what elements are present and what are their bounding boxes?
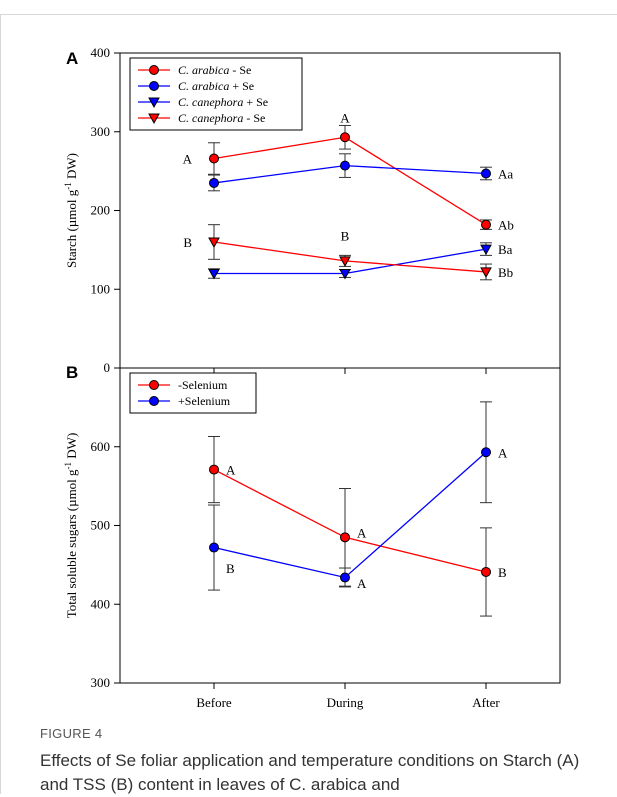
panel-b-annotation: B	[226, 561, 235, 576]
panel-b-label: B	[66, 363, 78, 382]
panel-b-data-point	[481, 566, 491, 577]
panel-a-data-point	[340, 160, 350, 171]
panel-a-data-point	[339, 269, 351, 280]
panel-b-data-point	[481, 447, 491, 458]
panel-a-data-point	[480, 267, 492, 278]
panel-b-ylabel: Total soluble sugars (µmol g-1 DW)	[63, 433, 79, 619]
panel-a-ytick-label: 200	[91, 203, 111, 218]
panel-a-annotation: Ba	[498, 242, 513, 257]
panel-a-annotation: B	[183, 235, 192, 250]
panel-a-ytick-label: 100	[91, 281, 111, 296]
panel-b-legend-marker	[149, 396, 159, 406]
panel-b-ytick-label: 500	[91, 518, 111, 533]
panel-a-legend-marker	[149, 65, 159, 75]
panel-b-annotation: B	[498, 565, 507, 580]
panel-a-legend-label: C. arabica + Se	[178, 79, 254, 93]
panel-a-ylabel: Starch (µmol g-1 DW)	[63, 153, 79, 268]
panel-b-frame	[119, 367, 561, 684]
panel-b-data-point	[340, 532, 350, 543]
panel-a-data-point	[339, 256, 351, 267]
panel-a-annotation: B	[341, 229, 350, 244]
panel-a-label: A	[66, 49, 78, 68]
panel-b-xtick-label: After	[472, 695, 500, 710]
figure-caption: FIGURE 4 Effects of Se foliar applicatio…	[40, 726, 600, 797]
panel-b-ytick-label: 300	[91, 675, 111, 690]
panel-b-xtick-label: During	[327, 695, 364, 710]
panel-a-data-point	[340, 132, 350, 143]
top-rule	[0, 14, 617, 15]
panel-a-data-point	[209, 153, 219, 164]
panel-b-legend-label: -Selenium	[178, 378, 228, 392]
figure-chart: 0 100 200 300 400 A Starch (µmol g-1 DW) A A Aa Ab…	[63, 45, 561, 710]
panel-a-legend-label: C. canephora - Se	[178, 111, 265, 125]
panel-a-annotation: Bb	[498, 265, 513, 280]
panel-a-series-line	[213, 136, 487, 226]
panel-b-annotation: A	[226, 463, 236, 478]
panel-b-legend	[129, 372, 257, 414]
panel-a-legend-marker	[148, 113, 160, 125]
panel-a-data-point	[480, 244, 492, 256]
panel-a-ytick-label: 0	[104, 360, 111, 375]
panel-b-ytick-label: 600	[91, 439, 111, 454]
panel-a-legend-marker	[149, 81, 159, 91]
panel-a-data-point	[208, 237, 220, 249]
panel-a-annotation: A	[183, 152, 193, 167]
panel-b-legend-label: +Selenium	[178, 394, 231, 408]
panel-a-data-point	[209, 177, 219, 188]
panel-a-ytick-label: 400	[91, 45, 111, 60]
panel-b-xtick-label: Before	[196, 695, 232, 710]
panel-a-legend-label: C. arabica - Se	[178, 63, 251, 77]
panel-a-ytick-label: 300	[91, 124, 111, 139]
panel-b-series-line	[213, 451, 487, 579]
panel-a-annotation: Ab	[498, 218, 514, 233]
panel-a-legend-label: C. canephora + Se	[178, 95, 268, 109]
panel-b-annotation: A	[498, 445, 508, 460]
panel-a-legend-marker	[148, 97, 160, 109]
figure-label: FIGURE 4	[40, 726, 103, 741]
panel-a-data-point	[481, 168, 491, 179]
caption-text: Effects of Se foliar application and tem…	[40, 751, 580, 794]
panel-b-data-point	[340, 572, 350, 583]
panel-b-data-point	[209, 542, 219, 553]
panel-a-annotation: A	[340, 111, 350, 126]
panel-b-annotation: A	[357, 576, 367, 591]
panel-b-annotation: A	[357, 526, 367, 541]
left-rule	[0, 14, 1, 794]
panel-a-data-point	[208, 269, 220, 280]
panel-a-annotation: Aa	[498, 166, 513, 181]
panel-a-series-line	[213, 164, 487, 184]
panel-b-legend-marker	[149, 380, 159, 390]
panel-b-data-point	[209, 464, 219, 475]
panel-b-ytick-label: 400	[91, 596, 111, 611]
panel-a-data-point	[481, 219, 491, 230]
